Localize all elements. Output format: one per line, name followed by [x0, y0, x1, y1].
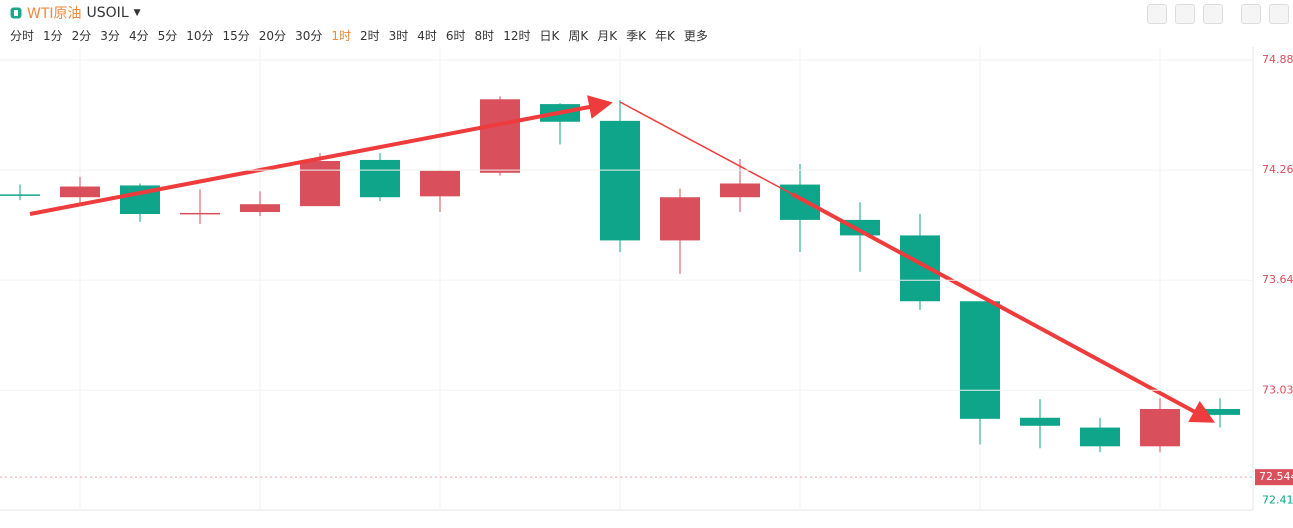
period-option[interactable]: 周K	[568, 29, 589, 43]
period-option[interactable]: 分时	[10, 29, 35, 43]
tool-icon[interactable]	[1269, 4, 1289, 24]
period-option[interactable]: 4分	[128, 29, 149, 43]
period-option[interactable]: 2分	[71, 29, 92, 43]
candle-body	[360, 159, 400, 198]
last-price-label: 72.544	[1259, 470, 1293, 483]
period-option[interactable]: 季K	[626, 29, 646, 43]
candle-body	[660, 197, 700, 241]
period-option[interactable]: 更多	[683, 29, 708, 43]
candle-body	[600, 120, 640, 241]
period-option[interactable]: 6时	[445, 29, 466, 43]
candle-body	[1140, 409, 1180, 447]
trend-arrow	[29, 95, 613, 216]
tool-icon[interactable]	[1147, 4, 1167, 24]
symbol-code: USOIL	[86, 5, 129, 21]
symbol-name: WTI原油	[27, 6, 82, 22]
candle-body	[1080, 427, 1120, 447]
candle-body	[0, 194, 40, 196]
candle-body	[960, 301, 1000, 419]
period-option[interactable]: 8时	[474, 29, 495, 43]
period-option[interactable]: 日K	[539, 29, 560, 43]
period-option[interactable]: 3时	[388, 29, 409, 43]
period-option[interactable]: 2时	[359, 29, 380, 43]
candle-body	[60, 186, 100, 198]
symbol-selector[interactable]: WTI原油 USOIL ▼	[10, 3, 141, 23]
period-option[interactable]: 1时	[331, 29, 351, 43]
candle-body	[1200, 409, 1240, 415]
y-tick-label: 72.414	[1262, 493, 1293, 506]
period-option[interactable]: 12时	[503, 29, 531, 43]
y-tick-label: 74.265	[1262, 163, 1293, 176]
period-option[interactable]: 月K	[597, 29, 618, 43]
trend-line	[619, 101, 793, 195]
period-option[interactable]: 15分	[222, 29, 250, 43]
dropdown-caret: ▼	[133, 8, 141, 18]
y-tick-label: 74.882	[1262, 53, 1293, 66]
period-option[interactable]: 3分	[100, 29, 120, 43]
candle-body	[1020, 417, 1060, 426]
tool-icon[interactable]	[1203, 4, 1223, 24]
tool-icons	[1147, 4, 1289, 24]
tool-icon[interactable]	[1175, 4, 1195, 24]
period-option[interactable]: 30分	[295, 29, 323, 43]
toolbar: WTI原油 USOIL ▼ 分时 1分 2分 3分 4分 5分 10分 15分 20分 30分 1时…	[0, 0, 1293, 47]
period-bar: 分时 1分 2分 3分 4分 5分 10分 15分 20分 30分 1时 2时 3时 4时 6时 8时 12时日…	[10, 27, 708, 44]
candle-body	[180, 212, 220, 215]
period-option[interactable]: 4时	[417, 29, 437, 43]
candle-body	[480, 99, 520, 173]
trend-annotations	[29, 95, 1216, 423]
tool-icon[interactable]	[1241, 4, 1261, 24]
candle-body	[300, 161, 340, 207]
period-option[interactable]: 10分	[186, 29, 214, 43]
trend-arrow	[791, 192, 1216, 423]
period-option[interactable]: 20分	[258, 29, 287, 43]
candle-body	[900, 235, 940, 302]
candle-body	[420, 170, 460, 197]
y-tick-label: 73.648	[1262, 273, 1293, 286]
period-option[interactable]: 1分	[43, 29, 63, 43]
period-option[interactable]: 5分	[157, 29, 178, 43]
y-tick-label: 73.031	[1262, 383, 1293, 396]
candle-body	[240, 204, 280, 213]
candle-body	[780, 184, 820, 220]
candles	[0, 96, 1240, 453]
last-price-box	[1255, 469, 1293, 486]
period-option[interactable]: 年K	[654, 29, 675, 43]
symbol-icon	[10, 7, 22, 19]
candle-body	[720, 183, 760, 198]
